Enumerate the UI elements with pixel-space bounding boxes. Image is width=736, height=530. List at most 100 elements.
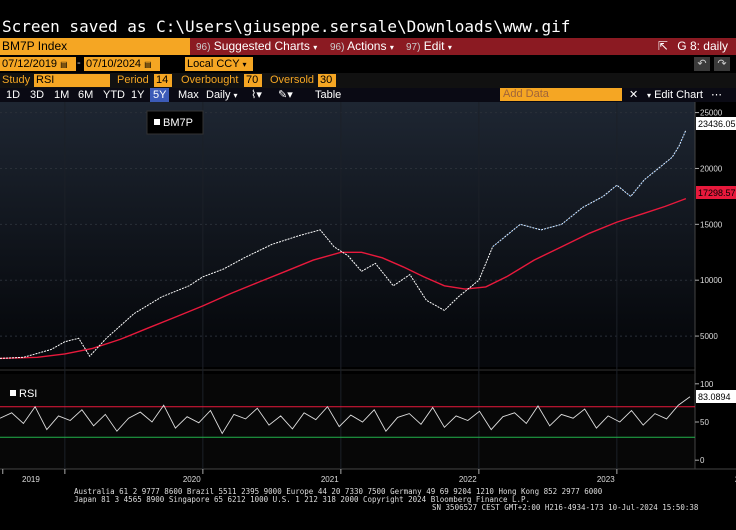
date-range-bar: 07/12/2019 ▤ - 07/10/2024 ▤ Local CCY ▾ … — [0, 56, 736, 72]
last-ma-value: 17298.57 — [698, 188, 736, 198]
delete-icon[interactable]: ✕ — [629, 89, 639, 101]
study-select[interactable]: RSI — [34, 74, 110, 87]
table-button[interactable]: Table — [315, 89, 342, 101]
rsi-line — [0, 396, 691, 435]
y-tick-label: 20000 — [700, 164, 723, 173]
last-price-tag — [696, 117, 736, 130]
timeframe-6m[interactable]: 6M — [78, 89, 94, 101]
legend-box[interactable] — [146, 110, 204, 135]
study-bar: Study RSI Period 14 Overbought 70 Overso… — [0, 73, 736, 88]
timeframe-bar: 1D 3D 1M 6M YTD 1Y 5Y Max Daily ▾ ⌇▾ ✎▾ … — [0, 88, 736, 102]
overbought-input[interactable]: 70 — [244, 74, 262, 87]
menu-number: 96) — [196, 42, 211, 53]
page-indicator[interactable]: ⇱ G 8: daily — [658, 39, 728, 53]
rsi-panel-bg — [0, 374, 695, 469]
draw-tools-icon[interactable]: ✎▾ — [278, 89, 293, 101]
y-grid — [0, 102, 695, 469]
y-axis: 5000 10000 15000 20000 25000 0 50 100 — [695, 109, 723, 465]
rsi-levels — [0, 406, 695, 438]
last-ma-tag — [696, 186, 736, 199]
timeframe-ytd[interactable]: YTD — [103, 89, 125, 101]
period-label: Period — [117, 74, 149, 86]
timeframe-3d[interactable]: 3D — [30, 89, 45, 101]
actions-menu[interactable]: 96) Actions ▾ — [330, 38, 394, 55]
date-separator: - — [77, 57, 81, 69]
chevron-down-icon: ▾ — [647, 91, 652, 100]
rsi-y-tick-label: 100 — [700, 380, 714, 389]
moving-average-line — [0, 197, 687, 360]
screen-saved-caption: Screen saved as C:\Users\giuseppe.sersal… — [0, 0, 736, 38]
y-tick-label: 10000 — [700, 276, 723, 285]
edit-chart-label: Edit Chart — [654, 89, 703, 101]
chevron-down-icon: ▾ — [313, 43, 318, 52]
calendar-icon[interactable]: ▤ — [60, 60, 68, 69]
x-tick-label: 2019 — [22, 475, 40, 484]
more-options-icon[interactable]: ⋯ — [711, 89, 722, 101]
rsi-y-tick-label: 50 — [700, 418, 709, 427]
main-toolbar: BM7P Index 96) Suggested Charts ▾ 96) Ac… — [0, 38, 736, 55]
chevron-down-icon: ▾ — [242, 60, 247, 69]
frequency-value: Daily — [206, 89, 231, 101]
overbought-label: Overbought — [181, 74, 239, 86]
currency-select[interactable]: Local CCY ▾ — [185, 57, 253, 71]
start-date-field[interactable]: 07/12/2019 ▤ — [0, 57, 76, 71]
x-tick-label: 2020 — [183, 475, 201, 484]
oversold-label: Oversold — [270, 74, 315, 86]
period-input[interactable]: 14 — [154, 74, 172, 87]
timeframe-1y[interactable]: 1Y — [131, 89, 145, 101]
currency-value: Local CCY — [187, 58, 240, 70]
study-label: Study — [2, 74, 31, 86]
chevron-down-icon: ▾ — [447, 43, 452, 52]
rsi-label: RSI — [19, 388, 37, 400]
redo-icon[interactable]: ↷ — [714, 57, 730, 71]
timeframe-max[interactable]: Max — [178, 89, 199, 101]
oversold-input[interactable]: 30 — [318, 74, 336, 87]
edit-chart-button[interactable]: ▾ Edit Chart — [644, 88, 706, 102]
last-rsi-tag — [696, 390, 736, 403]
footer-line-1: Australia 61 2 9777 8600 Brazil 5511 239… — [74, 487, 603, 496]
study-value: RSI — [36, 74, 55, 86]
rsi-swatch — [10, 390, 16, 396]
chevron-down-icon: ▾ — [233, 91, 238, 100]
last-rsi-value: 83.0894 — [698, 392, 731, 402]
footer-line-3: SN 3506527 CEST GMT+2:00 H216-4934-173 1… — [432, 503, 699, 512]
last-price-value: 23436.05 — [698, 119, 736, 129]
footer-line-2: Japan 81 3 4565 8900 Singapore 65 6212 1… — [74, 495, 531, 504]
menu-label: Edit — [423, 39, 445, 53]
rsi-y-tick-label: 0 — [700, 456, 705, 465]
suggested-charts-menu[interactable]: 96) Suggested Charts ▾ — [196, 38, 317, 55]
legend-label: BM7P — [163, 117, 193, 129]
price-line — [0, 129, 687, 359]
timeframe-1m[interactable]: 1M — [54, 89, 70, 101]
page-label: G 8: daily — [677, 39, 728, 53]
bloomberg-footer: Australia 61 2 9777 8600 Brazil 5511 239… — [0, 486, 736, 530]
x-tick-label: 2021 — [321, 475, 339, 484]
menu-number: 96) — [330, 42, 345, 53]
undo-icon[interactable]: ↶ — [694, 57, 710, 71]
price-panel-bg — [0, 102, 695, 367]
end-date-field[interactable]: 07/10/2024 ▤ — [84, 57, 160, 71]
line-chart-icon[interactable]: ⌇▾ — [251, 89, 262, 101]
menu-number: 97) — [406, 42, 421, 53]
x-tick-label: 2022 — [459, 475, 477, 484]
series-layer — [0, 129, 691, 435]
y-tick-label: 5000 — [700, 332, 718, 341]
x-tick-label: 2023 — [597, 475, 615, 484]
calendar-icon[interactable]: ▤ — [144, 60, 152, 69]
start-date: 07/12/2019 — [2, 58, 58, 70]
timeframe-1d[interactable]: 1D — [6, 89, 21, 101]
export-icon[interactable]: ⇱ — [657, 39, 668, 53]
ticker-field[interactable]: BM7P Index — [0, 38, 190, 55]
timeframe-5y[interactable]: 5Y — [150, 88, 170, 102]
end-date: 07/10/2024 — [86, 58, 142, 70]
x-axis: 2019 2020 2021 2022 2023 2024 — [2, 469, 736, 484]
menu-label: Suggested Charts — [213, 39, 310, 53]
y-tick-label: 15000 — [700, 220, 723, 229]
chevron-down-icon: ▾ — [389, 43, 394, 52]
price-highlight-line — [492, 129, 687, 248]
edit-menu[interactable]: 97) Edit ▾ — [406, 38, 452, 55]
frequency-select[interactable]: Daily ▾ — [203, 88, 241, 102]
x-tick-label: 2024 — [735, 475, 736, 484]
add-data-input[interactable]: Add Data — [500, 88, 622, 101]
